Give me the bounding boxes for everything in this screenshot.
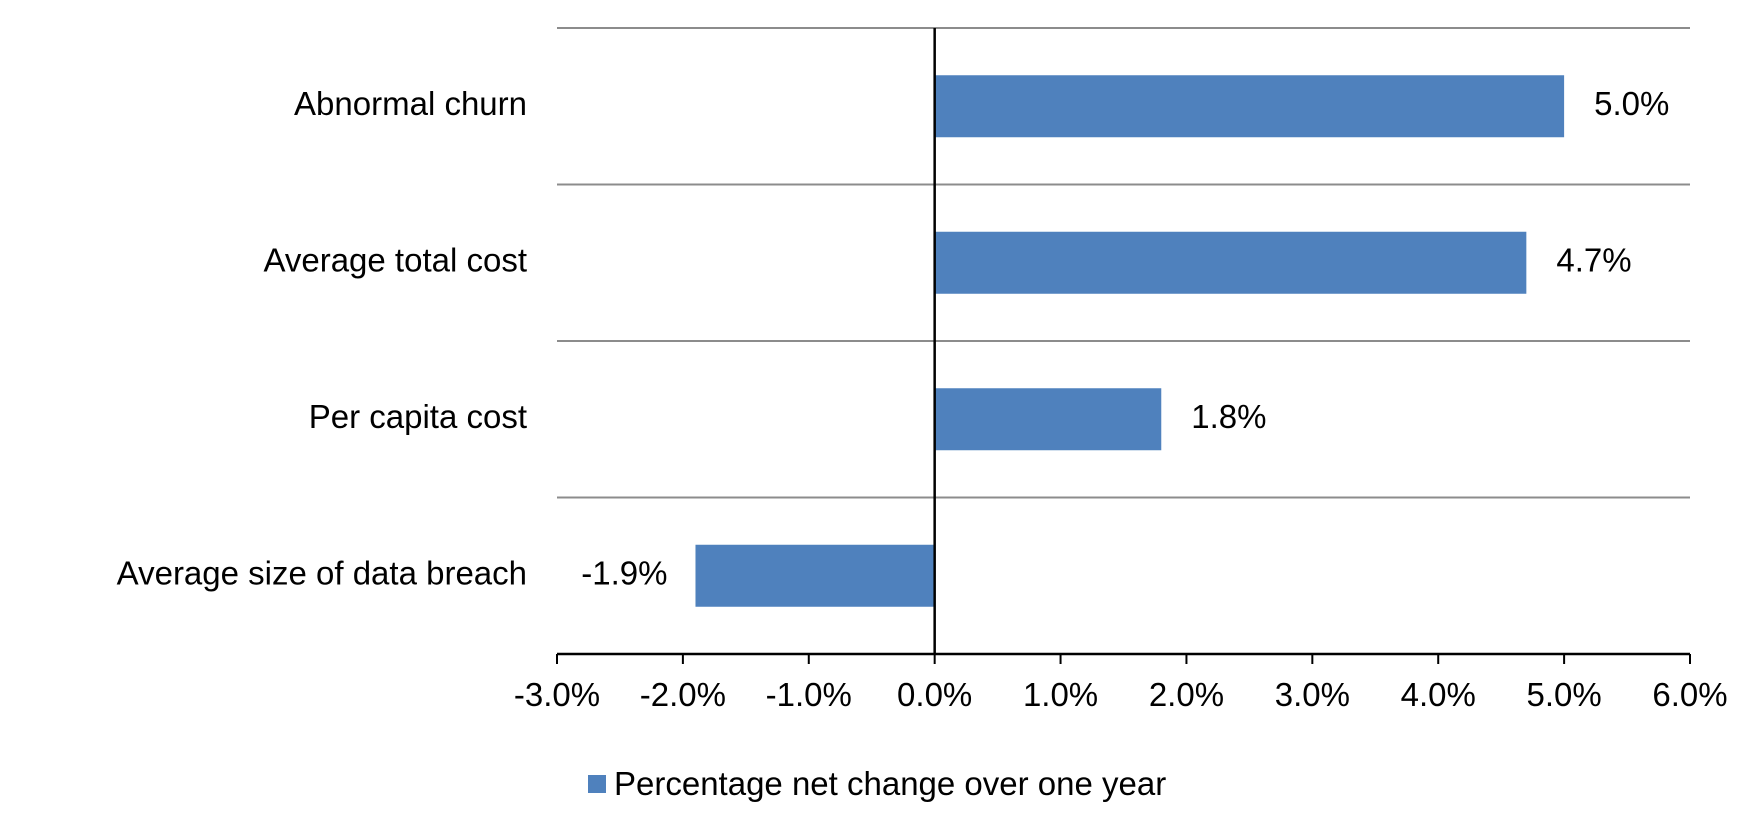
x-tick-label: -2.0% — [640, 676, 726, 713]
grid-layer — [557, 27, 1690, 499]
x-tick-label: 6.0% — [1652, 676, 1727, 713]
legend-swatch — [588, 775, 606, 793]
category-label: Per capita cost — [309, 398, 527, 435]
legend-label: Percentage net change over one year — [614, 765, 1166, 802]
x-tick-label: 0.0% — [897, 676, 972, 713]
x-tick-label: 2.0% — [1149, 676, 1224, 713]
data-label: 1.8% — [1191, 398, 1266, 435]
data-label: 5.0% — [1594, 85, 1669, 122]
bar-layer — [695, 75, 1565, 607]
data-label: 4.7% — [1556, 241, 1631, 278]
x-tick-label: 5.0% — [1527, 676, 1602, 713]
category-label: Average total cost — [263, 241, 527, 278]
bar — [695, 544, 935, 607]
bar — [934, 388, 1162, 451]
axis-layer — [556, 28, 1691, 664]
bar — [934, 231, 1527, 294]
data-label: -1.9% — [581, 554, 667, 591]
x-tick-label: 4.0% — [1401, 676, 1476, 713]
bar — [934, 75, 1565, 138]
x-tick-label: 3.0% — [1275, 676, 1350, 713]
label-layer: Abnormal churn 5.0% Average total cost 4.7%… — [117, 85, 1728, 713]
category-label: Abnormal churn — [294, 85, 527, 122]
x-tick-label: -3.0% — [514, 676, 600, 713]
x-tick-label: 1.0% — [1023, 676, 1098, 713]
category-label: Average size of data breach — [117, 554, 527, 591]
legend: Percentage net change over one year — [588, 765, 1166, 802]
x-tick-label: -1.0% — [766, 676, 852, 713]
